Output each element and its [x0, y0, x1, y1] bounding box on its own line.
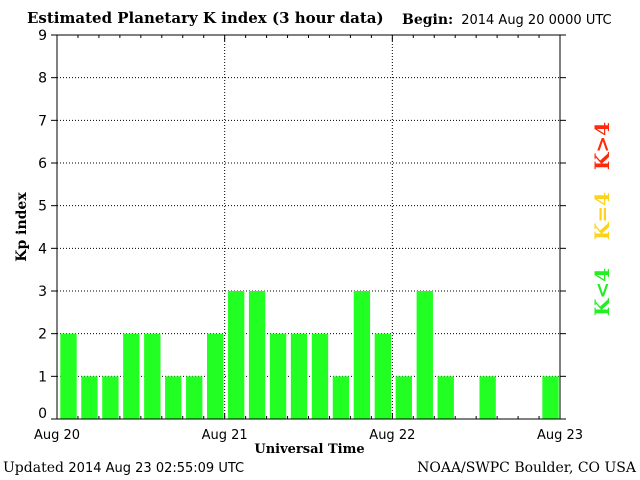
y-tick-label: 4 — [38, 241, 47, 257]
kp-bar — [353, 291, 371, 419]
kp-bar — [248, 291, 266, 419]
kp-bar — [479, 376, 496, 419]
y-tick-label: 9 — [38, 28, 47, 44]
kp-bar — [269, 333, 287, 419]
y-tick-label: 6 — [38, 156, 47, 172]
y-tick-label: 7 — [38, 113, 47, 129]
kp-bar — [332, 376, 350, 419]
chart-title: Estimated Planetary K index (3 hour data… — [27, 9, 384, 27]
kp-bar — [123, 333, 140, 419]
kp-bar — [416, 291, 433, 419]
x-tick-label: Aug 20 — [34, 428, 80, 443]
kp-bar — [542, 376, 559, 419]
updated-label: Updated — [3, 460, 64, 476]
kp-bar — [311, 333, 329, 419]
kp-bar — [81, 376, 98, 419]
updated-info: Updated 2014 Aug 23 02:55:09 UTC — [3, 460, 244, 476]
y-tick-label: 5 — [38, 199, 47, 215]
grid — [57, 35, 560, 419]
begin-info: Begin: 2014 Aug 20 0000 UTC — [402, 12, 612, 28]
kp-bar — [395, 376, 412, 419]
begin-value: 2014 Aug 20 0000 UTC — [461, 13, 612, 28]
y-axis-label: Kp index — [14, 192, 30, 262]
kp-bar — [60, 333, 77, 419]
legend-item: K<4 — [590, 268, 614, 316]
x-axis: Aug 20 Aug 21 Aug 22 Aug 23 — [34, 35, 583, 443]
x-tick-label: Aug 23 — [537, 428, 583, 443]
kp-bar — [227, 291, 245, 419]
x-tick-label: Aug 22 — [369, 428, 415, 443]
legend-item: K=4 — [590, 192, 614, 240]
kp-bar — [374, 333, 392, 419]
updated-value: 2014 Aug 23 02:55:09 UTC — [68, 461, 245, 476]
kp-bar — [207, 333, 224, 419]
x-axis-label: Universal Time — [254, 442, 364, 457]
source-credit: NOAA/SWPC Boulder, CO USA — [417, 460, 636, 476]
x-tick-label: Aug 21 — [202, 428, 248, 443]
kp-bar — [165, 376, 182, 419]
y-tick-label: 3 — [38, 284, 47, 300]
kp-bar — [290, 333, 308, 419]
begin-label: Begin: — [402, 12, 454, 28]
kp-bar — [102, 376, 119, 419]
y-tick-label: 1 — [38, 369, 47, 385]
bars — [60, 291, 559, 419]
kp-bar — [144, 333, 161, 419]
kp-bar — [437, 376, 454, 419]
y-axis: 0 1 2 3 4 5 6 7 8 9 — [38, 28, 566, 422]
legend: K>4 K=4 K<4 — [590, 122, 614, 316]
y-tick-label: 2 — [38, 327, 47, 343]
legend-item: K>4 — [590, 122, 614, 170]
y-tick-label: 8 — [38, 71, 47, 87]
kp-bar — [186, 376, 203, 419]
y-tick-label: 0 — [38, 406, 47, 422]
